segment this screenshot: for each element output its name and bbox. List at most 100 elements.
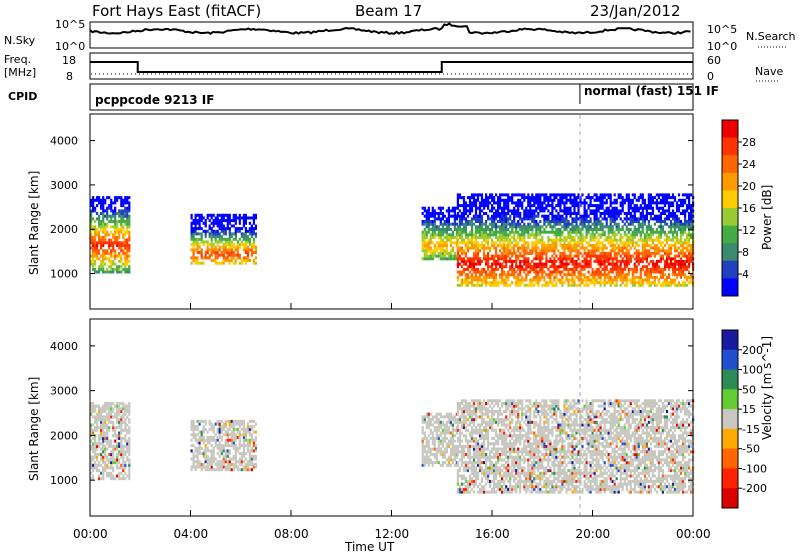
power-cell <box>252 245 255 249</box>
velocity-cell <box>220 468 223 472</box>
power-cell <box>581 222 584 226</box>
power-cell <box>455 236 458 239</box>
velocity-cell <box>246 427 249 431</box>
power-cell <box>667 209 671 213</box>
power-cell <box>214 251 217 254</box>
power-cell <box>535 246 538 250</box>
power-cell <box>575 212 578 215</box>
power-cell <box>511 265 514 269</box>
power-cell <box>655 267 658 271</box>
power-cell <box>623 246 626 250</box>
power-cell <box>677 251 681 255</box>
power-cell <box>563 212 566 215</box>
power-cell <box>579 198 582 202</box>
power-cell <box>114 267 117 271</box>
power-cell <box>206 240 209 244</box>
power-cell <box>649 281 652 285</box>
power-cell <box>472 278 476 282</box>
velocity-cell <box>220 444 223 448</box>
power-cell <box>599 196 602 200</box>
power-cell <box>232 232 235 236</box>
power-cell <box>549 220 552 223</box>
power-cell <box>567 270 570 274</box>
velocity-cell <box>90 461 93 465</box>
power-cell <box>571 217 574 221</box>
velocity-cell <box>102 418 105 422</box>
power-cell <box>94 259 97 263</box>
power-cell <box>690 281 693 285</box>
power-cell <box>541 214 544 218</box>
velocity-cell <box>128 418 131 422</box>
velocity-cell <box>427 423 430 427</box>
power-cell <box>690 209 693 213</box>
power-cell <box>653 267 656 271</box>
power-cell <box>425 254 428 258</box>
power-cell <box>515 238 518 242</box>
power-cell <box>553 246 556 250</box>
velocity-cell <box>242 452 245 456</box>
power-cell <box>126 244 129 247</box>
power-cell <box>603 214 606 218</box>
power-cell <box>613 198 616 202</box>
power-cell <box>118 214 121 218</box>
power-cell <box>238 221 241 225</box>
power-cell <box>220 221 223 225</box>
power-cell <box>118 251 121 255</box>
power-cell <box>242 224 245 228</box>
power-cell <box>445 238 448 242</box>
velocity-cell <box>90 410 93 413</box>
power-cell <box>527 212 530 215</box>
power-cell <box>513 236 516 239</box>
power-cell <box>545 193 548 197</box>
velocity-cell <box>92 404 95 408</box>
power-cell <box>631 201 634 205</box>
power-cell <box>460 259 463 263</box>
power-cell <box>523 225 526 229</box>
power-cell <box>531 241 534 245</box>
power-cell <box>643 214 646 218</box>
velocity-cell <box>198 446 201 450</box>
power-cell <box>619 233 622 237</box>
velocity-cell <box>254 436 257 439</box>
power-cell <box>124 201 127 205</box>
power-cell <box>679 228 683 231</box>
velocity-cell <box>96 444 99 448</box>
velocity-cell <box>222 425 225 429</box>
power-cell <box>690 254 693 258</box>
power-cell <box>611 220 614 223</box>
power-cell <box>621 251 624 255</box>
velocity-cell <box>220 419 223 423</box>
power-cell <box>433 236 436 239</box>
power-cell <box>609 238 612 242</box>
power-cell <box>671 212 675 215</box>
power-cell <box>198 224 201 228</box>
power-cell <box>503 270 506 274</box>
velocity-cell <box>120 436 123 440</box>
power-cell <box>669 251 673 255</box>
power-cell <box>90 204 93 208</box>
power-cell <box>495 275 498 279</box>
power-cell <box>104 254 107 258</box>
power-cell <box>627 198 630 202</box>
power-cell <box>491 204 494 208</box>
power-cell <box>122 233 125 237</box>
cpid-mode-1: pcppcode 9213 IF <box>95 93 214 107</box>
power-cell <box>242 235 245 239</box>
power-cell <box>593 283 596 287</box>
power-cell <box>539 201 542 205</box>
power-cell <box>593 244 596 247</box>
power-cell <box>547 259 550 263</box>
power-cell <box>234 259 237 262</box>
power-cell <box>684 201 687 205</box>
power-cell <box>684 193 687 197</box>
power-cell <box>525 214 528 218</box>
power-cell <box>677 198 681 202</box>
power-cell <box>429 257 432 261</box>
velocity-cell <box>242 460 245 464</box>
power-cell <box>96 251 99 255</box>
colorbar-tick-label: 4 <box>742 268 749 281</box>
velocity-cell <box>126 474 129 478</box>
power-cell <box>533 209 536 213</box>
power-cell <box>126 201 129 205</box>
power-cell <box>439 249 442 253</box>
